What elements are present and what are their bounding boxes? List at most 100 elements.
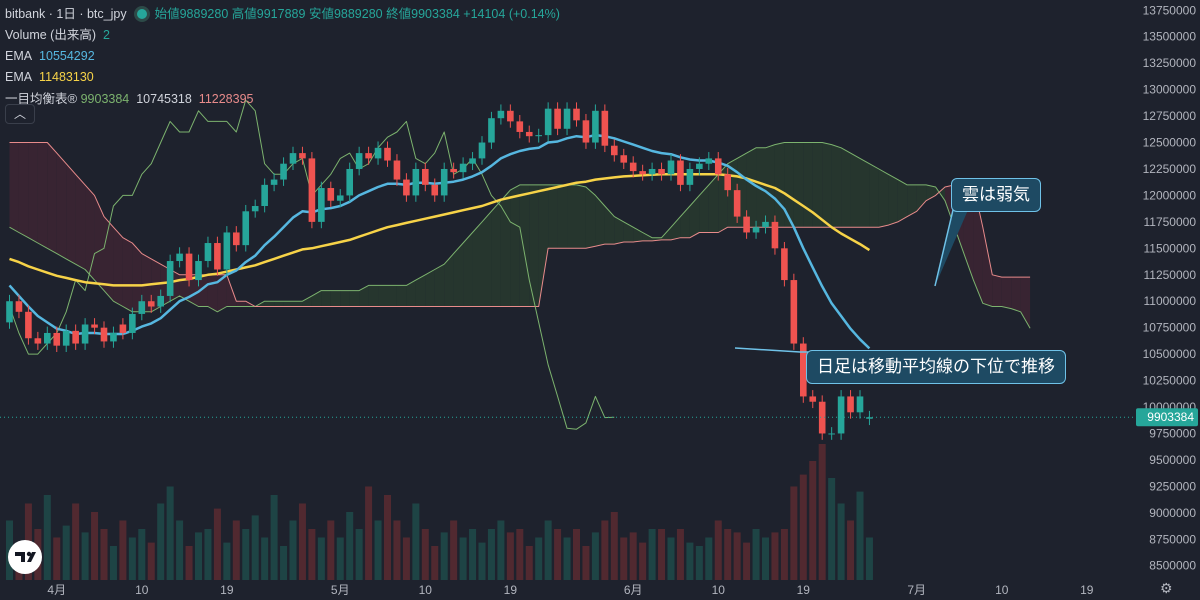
candle-body <box>25 311 32 339</box>
cloud-segment <box>378 285 388 307</box>
cloud-segment <box>831 144 842 228</box>
volume-bar <box>431 546 439 580</box>
cloud-segment <box>85 184 95 281</box>
time-tick-label: 19 <box>220 583 234 597</box>
ema-fast-legend[interactable]: EMA 10554292 <box>5 46 560 67</box>
candle-body <box>15 301 23 312</box>
cloud-segment <box>330 290 341 307</box>
volume-value: 2 <box>102 28 110 42</box>
candle-body <box>91 324 98 328</box>
candle-body <box>129 313 136 333</box>
candle-body <box>582 120 590 143</box>
candle-body <box>525 131 533 137</box>
time-tick-label: 10 <box>135 583 149 597</box>
cloud-segment <box>699 184 709 233</box>
candle-body <box>677 160 684 185</box>
cloud-segment <box>907 184 917 217</box>
chart-legend: bitbank · 1日 · btc_jpy 始値9889280 高値991788… <box>5 4 560 110</box>
price-tick-label: 10250000 <box>1143 374 1197 388</box>
candle-body <box>705 158 713 164</box>
candle-body <box>251 206 259 212</box>
volume-bar <box>412 503 420 580</box>
volume-bar <box>790 486 798 580</box>
volume-bar <box>138 529 146 580</box>
gear-icon[interactable]: ⚙ <box>1160 580 1173 596</box>
candle-body <box>733 190 741 217</box>
ichimoku-legend[interactable]: 一目均衡表® 9903384 10745318 11228395 <box>5 88 560 110</box>
volume-bar <box>544 520 552 580</box>
candle-body <box>837 396 845 434</box>
volume-bar <box>601 520 609 580</box>
volume-bar <box>213 508 221 580</box>
candle-body <box>242 211 250 246</box>
candle-body <box>639 171 646 175</box>
cloud-segment <box>302 295 312 307</box>
volume-legend[interactable]: Volume (出来高) 2 <box>5 25 560 46</box>
volume-bar <box>573 529 580 580</box>
volume-bar <box>865 537 873 580</box>
volume-bar <box>298 503 306 580</box>
volume-bar <box>232 520 240 580</box>
candle-body <box>403 179 410 196</box>
candle-body <box>157 295 164 307</box>
cloud-segment <box>387 285 397 307</box>
volume-bar <box>91 512 99 580</box>
volume-bars <box>6 444 873 580</box>
candle-body <box>44 332 51 344</box>
tradingview-logo-icon <box>15 551 36 562</box>
price-tick-label: 11750000 <box>1144 215 1197 229</box>
cloud-segment <box>510 184 520 307</box>
volume-bar <box>81 532 89 580</box>
volume-bar <box>242 529 250 580</box>
volume-bar <box>53 537 61 580</box>
cloud-segment <box>992 274 1002 307</box>
registered-icon: ® <box>67 91 78 106</box>
volume-bar <box>714 520 722 580</box>
candle-body <box>554 108 561 129</box>
annotation-moving-average[interactable]: 日足は移動平均線の下位で推移 <box>806 350 1066 384</box>
candle-body <box>223 232 231 270</box>
candle-body <box>771 221 779 249</box>
volume-bar <box>554 529 562 580</box>
annotation-cloud[interactable]: 雲は弱気 <box>951 178 1041 212</box>
candle-body <box>422 168 429 185</box>
cloud-segment <box>264 301 275 307</box>
cloud-segment <box>1011 277 1021 312</box>
ichimoku-cloud <box>9 142 1031 329</box>
ema-slow-legend[interactable]: EMA 11483130 <box>5 67 560 88</box>
cloud-segment <box>567 184 577 249</box>
tradingview-logo[interactable] <box>8 540 42 574</box>
cloud-segment <box>614 216 624 245</box>
candle-body <box>686 168 694 185</box>
volume-bar <box>780 529 788 580</box>
volume-bar <box>384 495 391 580</box>
volume-bar <box>72 503 80 580</box>
time-tick-label: 19 <box>797 583 811 597</box>
cloud-segment <box>850 153 860 228</box>
cloud-segment <box>18 142 29 238</box>
volume-bar <box>762 537 769 580</box>
volume-bar <box>204 529 212 580</box>
collapse-legend-button[interactable]: ︿ <box>5 104 35 124</box>
volume-bar <box>251 515 259 580</box>
cloud-segment <box>642 232 653 241</box>
cloud-segment <box>585 186 596 249</box>
price-tick-label: 13000000 <box>1143 83 1197 97</box>
cloud-segment <box>604 206 615 245</box>
candle-body <box>790 280 798 344</box>
cloud-segment <box>179 274 190 302</box>
cloud-segment <box>453 243 464 307</box>
candle-body <box>469 158 476 164</box>
chevron-up-icon: ︿ <box>13 107 26 121</box>
volume-bar <box>43 495 51 580</box>
volume-bar <box>402 537 410 580</box>
volume-bar <box>336 537 344 580</box>
volume-bar <box>100 529 108 580</box>
cloud-segment <box>671 216 681 240</box>
cloud-segment <box>396 285 407 307</box>
cloud-segment <box>538 184 549 307</box>
ichimoku-value-2: 10745318 <box>136 92 192 106</box>
volume-bar <box>166 486 174 580</box>
cloud-segment <box>37 142 48 249</box>
